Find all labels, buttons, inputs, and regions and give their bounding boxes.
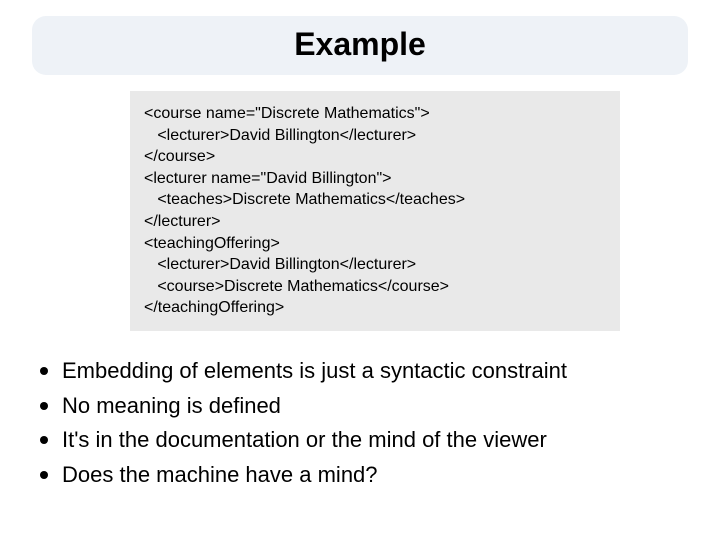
bullet-item: Does the machine have a mind? xyxy=(40,461,680,490)
bullet-text: Does the machine have a mind? xyxy=(62,461,378,490)
bullet-item: No meaning is defined xyxy=(40,392,680,421)
bullet-dot-icon xyxy=(40,471,48,479)
bullet-text: Embedding of elements is just a syntacti… xyxy=(62,357,567,386)
title-banner: Example xyxy=(32,16,688,75)
slide-title: Example xyxy=(32,26,688,63)
bullet-dot-icon xyxy=(40,367,48,375)
bullet-text: It's in the documentation or the mind of… xyxy=(62,426,547,455)
bullet-item: Embedding of elements is just a syntacti… xyxy=(40,357,680,386)
bullet-dot-icon xyxy=(40,402,48,410)
bullet-dot-icon xyxy=(40,436,48,444)
bullet-list: Embedding of elements is just a syntacti… xyxy=(40,357,680,489)
bullet-item: It's in the documentation or the mind of… xyxy=(40,426,680,455)
bullet-text: No meaning is defined xyxy=(62,392,281,421)
code-block: <course name="Discrete Mathematics"> <le… xyxy=(130,91,620,331)
